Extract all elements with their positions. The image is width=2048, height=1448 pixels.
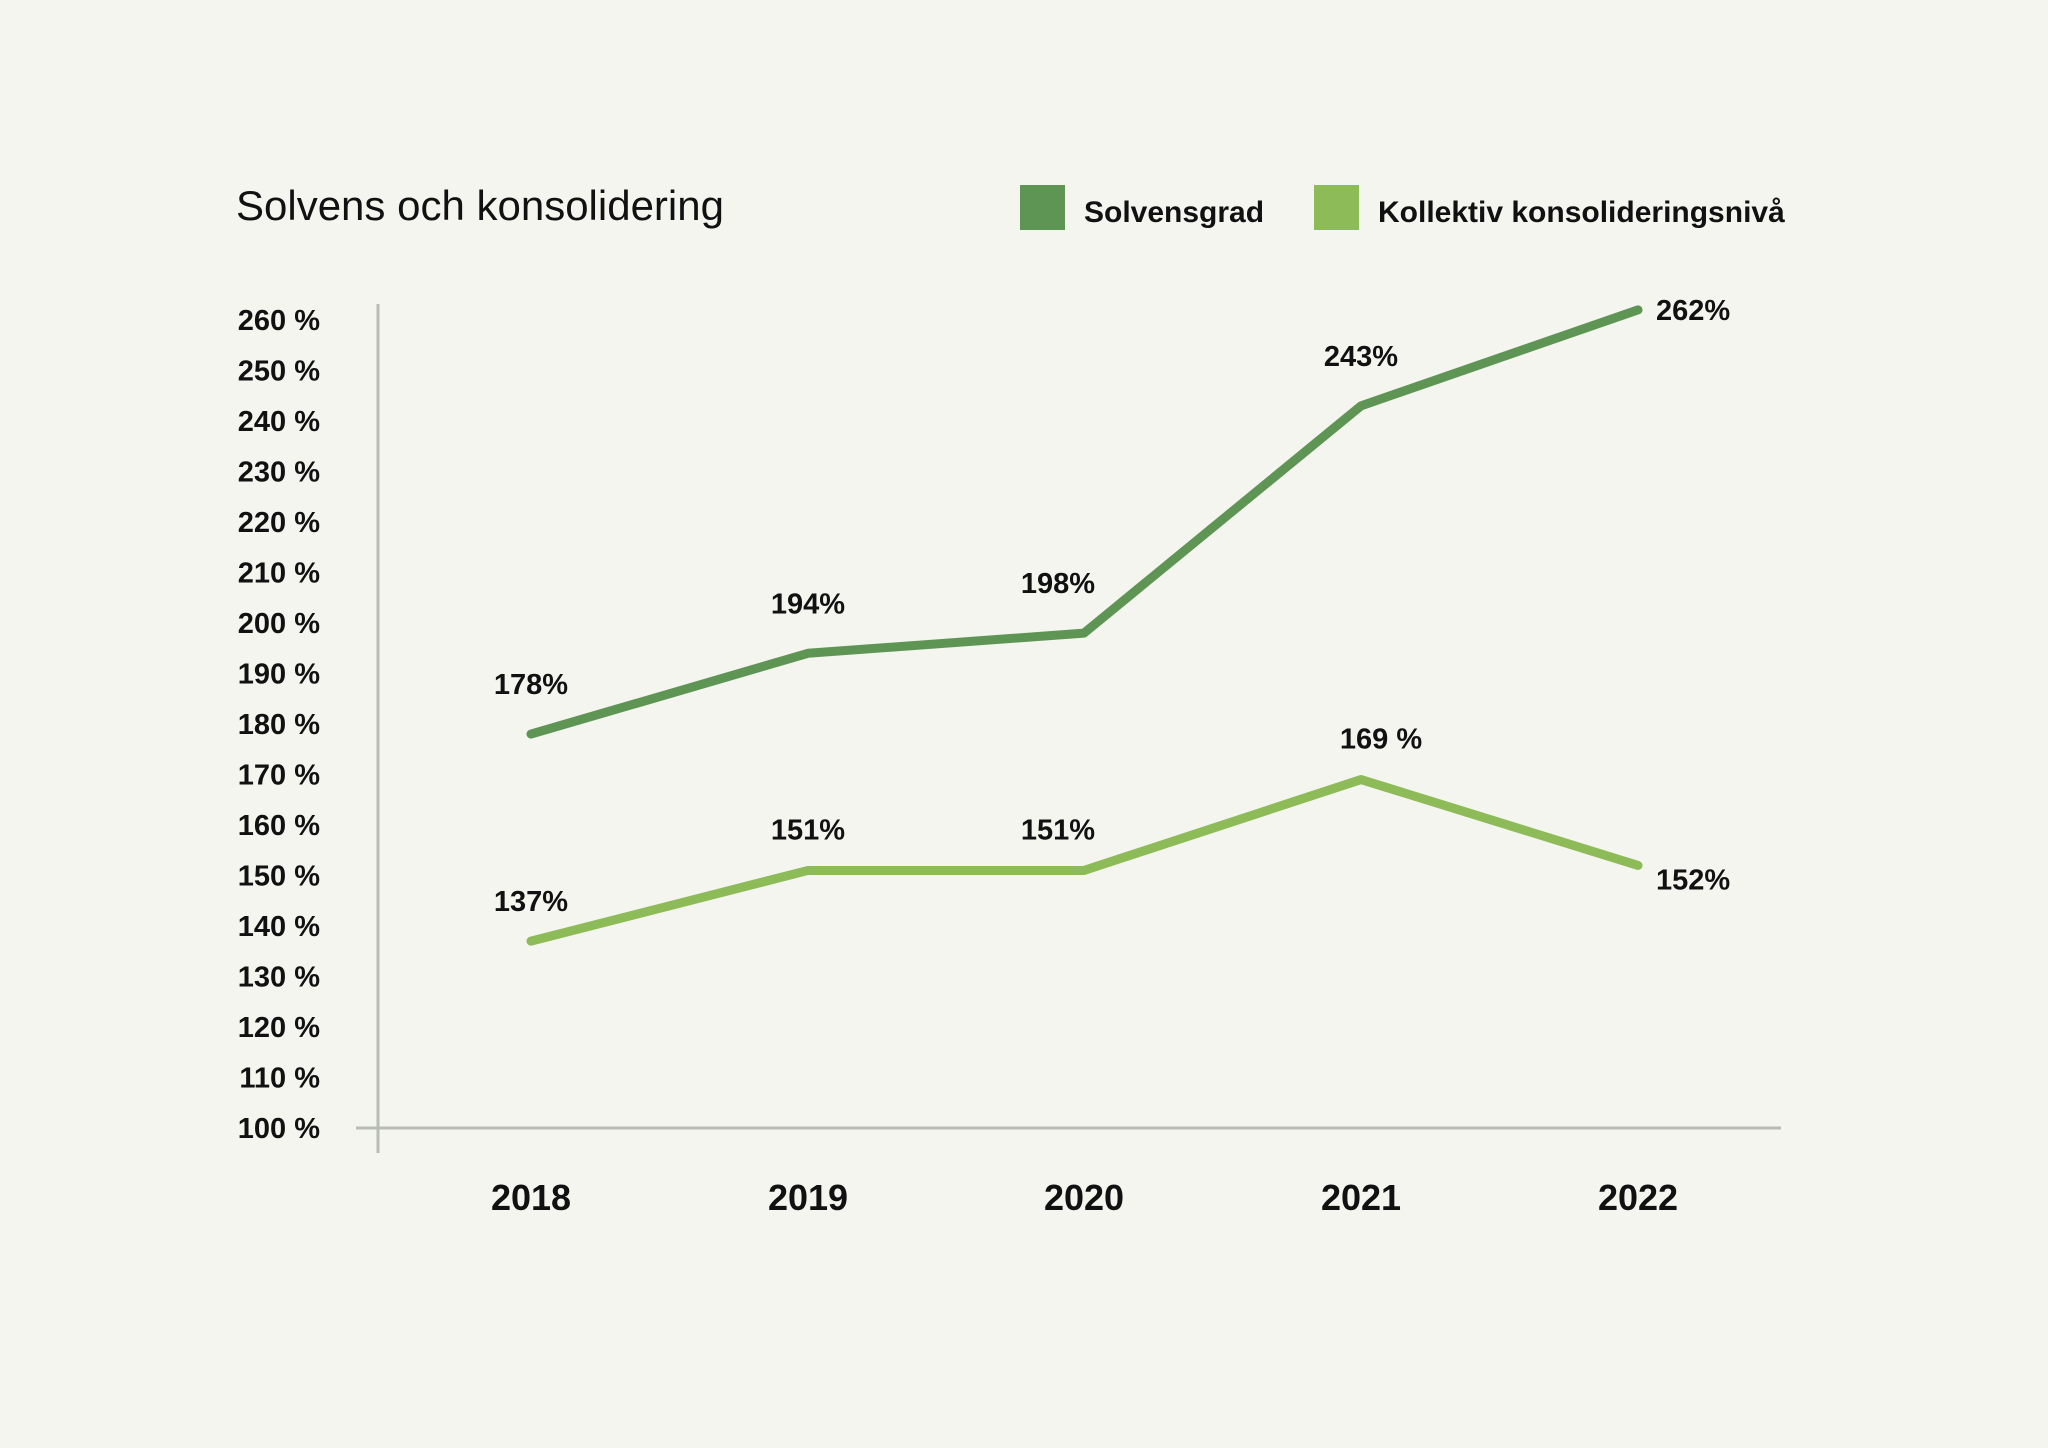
y-tick-label: 130 % <box>238 962 320 994</box>
x-tick-label: 2021 <box>1321 1177 1401 1218</box>
y-tick-label: 220 % <box>238 507 320 539</box>
y-tick-label: 190 % <box>238 659 320 691</box>
y-tick-label: 260 % <box>238 305 320 337</box>
series-line-solvensgrad <box>526 305 1643 739</box>
legend-swatch-kollektiv-konsolideringsniva <box>1314 185 1359 230</box>
x-axis-ticks: 2018 2019 2020 2021 2022 <box>491 1177 1678 1218</box>
x-tick-label: 2019 <box>768 1177 848 1218</box>
data-label: 151% <box>771 814 845 846</box>
y-tick-label: 150 % <box>238 861 320 893</box>
data-labels: 178% 194% 198% 243% 262% 137% 151% 151% 169 % 152… <box>494 295 1730 918</box>
data-label: 262% <box>1656 295 1730 327</box>
chart-title: Solvens och konsolidering <box>236 182 724 229</box>
data-label: 137% <box>494 886 568 918</box>
y-tick-label: 110 % <box>239 1063 320 1095</box>
series-line-kollektiv-konsolideringsniva <box>526 775 1643 946</box>
legend: Solvensgrad Kollektiv konsolideringsnivå <box>1020 185 1785 230</box>
y-tick-label: 240 % <box>238 406 320 438</box>
y-tick-label: 100 % <box>238 1113 320 1145</box>
y-axis-ticks: 100 % 110 % 120 % 130 % 140 % 150 % 160 % 170 %… <box>238 305 320 1145</box>
legend-swatch-solvensgrad <box>1020 185 1065 230</box>
y-tick-label: 120 % <box>238 1012 320 1044</box>
legend-label-kollektiv-konsolideringsniva: Kollektiv konsolideringsnivå <box>1378 196 1785 229</box>
series-lines <box>526 305 1643 946</box>
y-tick-label: 180 % <box>238 709 320 741</box>
y-tick-label: 230 % <box>238 457 320 489</box>
legend-label-solvensgrad: Solvensgrad <box>1084 196 1264 229</box>
data-label: 152% <box>1656 864 1730 896</box>
data-label: 178% <box>494 669 568 701</box>
x-tick-label: 2020 <box>1044 1177 1124 1218</box>
y-tick-label: 140 % <box>238 911 320 943</box>
y-tick-label: 210 % <box>238 558 320 590</box>
y-tick-label: 170 % <box>238 760 320 792</box>
data-label: 194% <box>771 588 845 620</box>
data-label: 198% <box>1021 568 1095 600</box>
y-tick-label: 200 % <box>238 608 320 640</box>
y-tick-label: 250 % <box>238 356 320 388</box>
y-tick-label: 160 % <box>238 810 320 842</box>
x-tick-label: 2022 <box>1598 1177 1678 1218</box>
data-label: 243% <box>1324 341 1398 373</box>
data-label: 151% <box>1021 814 1095 846</box>
data-label: 169 % <box>1340 724 1422 756</box>
x-tick-label: 2018 <box>491 1177 571 1218</box>
